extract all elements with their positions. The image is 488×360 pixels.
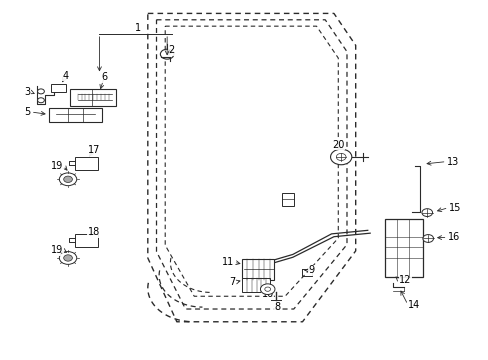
Text: 15: 15 [447,203,460,213]
FancyBboxPatch shape [242,260,273,280]
Circle shape [59,252,77,264]
Circle shape [330,149,351,165]
Text: 4: 4 [62,71,68,81]
Text: 2: 2 [167,45,174,55]
Text: 17: 17 [87,145,100,155]
Circle shape [38,89,44,94]
FancyBboxPatch shape [384,219,423,278]
Circle shape [160,49,174,59]
FancyBboxPatch shape [75,234,98,247]
FancyBboxPatch shape [242,278,269,292]
Text: 19: 19 [51,245,63,255]
Text: 20: 20 [332,140,344,149]
Text: 10: 10 [261,289,273,299]
FancyBboxPatch shape [282,193,293,206]
Circle shape [59,173,77,186]
Text: 13: 13 [446,157,458,167]
Circle shape [422,235,433,242]
Text: 18: 18 [87,228,100,238]
Text: 16: 16 [447,233,459,242]
Circle shape [264,287,270,291]
Text: 1: 1 [135,23,141,33]
Text: 3: 3 [24,87,31,97]
FancyBboxPatch shape [49,108,102,122]
Circle shape [260,284,274,294]
Circle shape [421,209,432,216]
Circle shape [336,153,346,161]
Text: 12: 12 [398,275,411,285]
Text: 14: 14 [407,300,419,310]
Text: 11: 11 [221,257,233,267]
FancyBboxPatch shape [75,157,98,170]
Text: 19: 19 [51,161,63,171]
FancyBboxPatch shape [51,84,65,92]
Circle shape [63,176,72,183]
Text: 6: 6 [101,72,107,82]
Text: 8: 8 [274,302,280,312]
Text: 7: 7 [229,277,235,287]
Text: 5: 5 [24,107,31,117]
Circle shape [63,255,72,261]
FancyBboxPatch shape [70,89,116,105]
Circle shape [38,98,44,103]
Text: 9: 9 [308,265,314,275]
